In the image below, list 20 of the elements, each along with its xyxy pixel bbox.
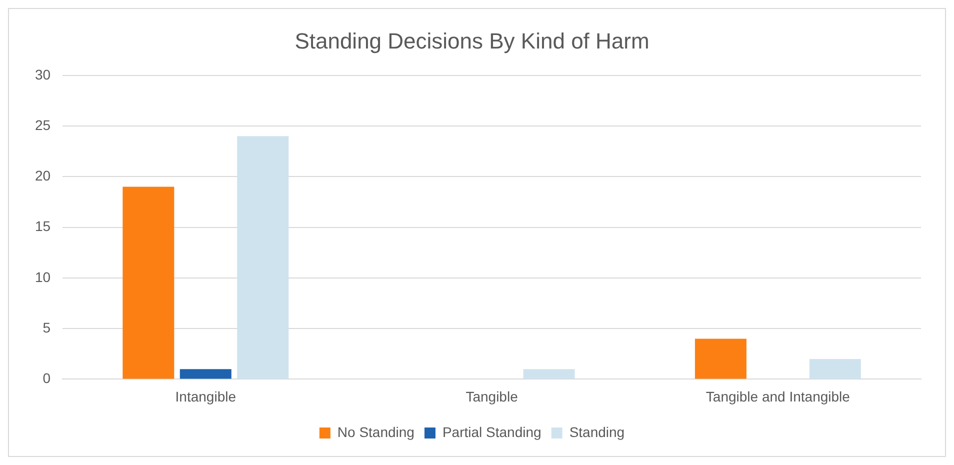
bar xyxy=(809,358,861,379)
bar xyxy=(523,369,575,379)
y-tick-label: 30 xyxy=(34,66,51,82)
legend-label: No Standing xyxy=(337,424,414,440)
chart-title: Standing Decisions By Kind of Harm xyxy=(294,28,650,54)
x-tick-label: Tangible xyxy=(466,388,518,404)
x-tick-label: Tangible and Intangible xyxy=(706,388,850,404)
y-tick-label: 5 xyxy=(42,319,51,336)
y-tick-label: 10 xyxy=(34,268,51,285)
bar xyxy=(694,338,746,379)
y-tick-label: 0 xyxy=(42,370,51,386)
y-tick-label: 25 xyxy=(34,116,51,133)
legend-label: Partial Standing xyxy=(442,424,542,440)
y-tick-label: 20 xyxy=(34,168,51,184)
y-tick-label: 15 xyxy=(34,218,51,234)
bar xyxy=(237,136,289,379)
x-tick-label: Intangible xyxy=(175,388,236,404)
legend-label: Standing xyxy=(569,424,625,440)
bar xyxy=(122,186,174,379)
bar xyxy=(180,369,232,379)
